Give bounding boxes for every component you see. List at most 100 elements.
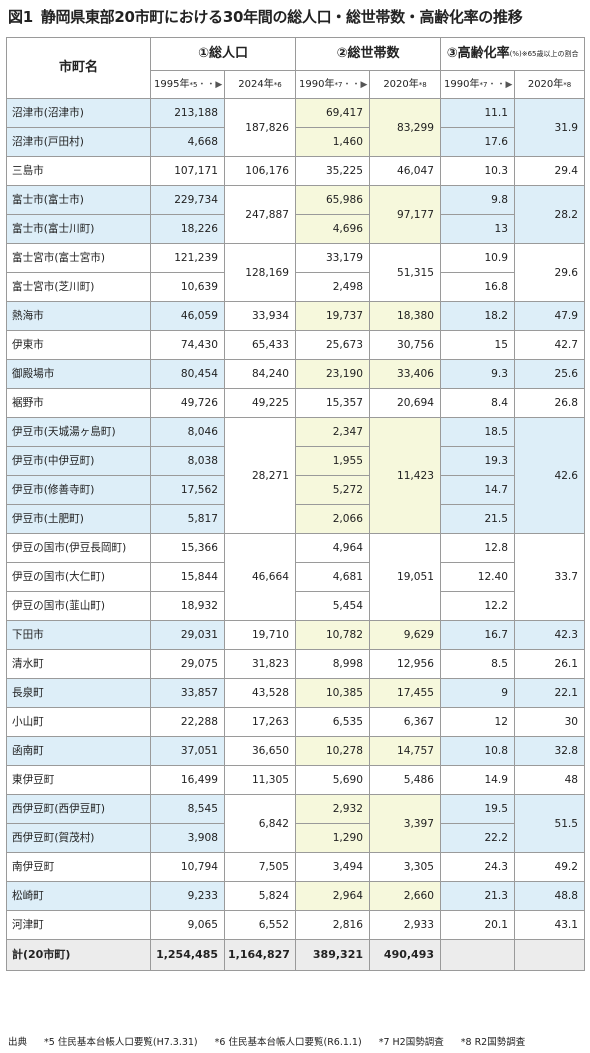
hh-1990-cell: 4,696 [295,214,371,244]
hh-2020-cell: 2,933 [369,910,442,940]
age-1990-cell: 12.40 [440,562,516,592]
subheader-pop-2024: 2024年*6 [223,70,297,99]
pop-2024-cell: 6,552 [223,910,297,940]
municipality-name: 沼津市(戸田村) [6,127,151,157]
hh-2020-cell: 12,956 [369,649,442,679]
table-row: 函南町 37,051 36,650 10,278 14,757 10.8 32.8 [6,736,586,766]
pop-1995-cell: 18,932 [150,591,225,621]
table-row: 御殿場市 80,454 84,240 23,190 33,406 9.3 25.6 [6,359,586,389]
pop-1995-cell: 16,499 [150,765,225,795]
table-body: 沼津市(沼津市) 213,188 187,826 69,417 83,299 11.1 31… [6,98,586,940]
hh-1990-cell: 5,272 [295,475,371,505]
municipality-name: 下田市 [6,620,151,650]
table-row: 富士市(富士市) 229,734 247,887 65,986 97,177 9.8 28.… [6,185,586,244]
table-row: 富士市(富士川町) 18,226 4,696 13 [6,214,585,244]
municipality-name: 富士市(富士市) [6,185,151,215]
municipality-name: 伊豆の国市(伊豆長岡町) [6,533,151,563]
header-aging-rate-label: ③高齢化率 [446,46,510,61]
total-age-2020 [514,939,586,971]
pop-2024-cell: 5,824 [223,881,297,911]
municipality-name: 函南町 [6,736,151,766]
hh-1990-cell: 33,179 [295,243,371,273]
age-1990-cell: 16.7 [440,620,516,650]
pop-2024-cell: 49,225 [223,388,297,418]
subheader-pop-1995: 1995年*5・・▶ [150,70,225,99]
age-2020-cell: 42.7 [514,330,586,360]
table-row: 小山町 22,288 17,263 6,535 6,367 12 30 [6,707,586,737]
municipality-name: 富士市(富士川町) [6,214,151,244]
pop-1995-cell: 213,188 [150,98,225,128]
age-1990-cell: 13 [440,214,516,244]
age-2020-cell: 32.8 [514,736,586,766]
table-row: 伊豆市(修善寺町) 17,562 5,272 14.7 [6,475,585,505]
hh-1990-cell: 5,454 [295,591,371,621]
age-2020-cell: 25.6 [514,359,586,389]
hh-1990-cell: 35,225 [295,156,371,186]
age-1990-cell: 19.5 [440,794,516,824]
table-row: 松崎町 9,233 5,824 2,964 2,660 21.3 48.8 [6,881,586,911]
age-2020-cell: 43.1 [514,910,586,940]
age-2020-cell: 28.2 [514,185,586,244]
municipality-name: 伊豆の国市(大仁町) [6,562,151,592]
hh-1990-cell: 2,816 [295,910,371,940]
table-row: 西伊豆町(賀茂村) 3,908 1,290 22.2 [6,823,585,853]
age-2020-cell: 26.1 [514,649,586,679]
age-1990-cell: 8.5 [440,649,516,679]
header-aging-rate-unit: (%) [509,50,522,58]
municipality-name: 伊豆市(天城湯ヶ島町) [6,417,151,447]
hh-1990-cell: 25,673 [295,330,371,360]
pop-1995-cell: 17,562 [150,475,225,505]
age-1990-cell: 19.3 [440,446,516,476]
age-1990-cell: 17.6 [440,127,516,157]
age-1990-cell: 16.8 [440,272,516,302]
subheader-year: 2020年 [527,78,564,90]
hh-1990-cell: 1,290 [295,823,371,853]
municipality-name: 富士宮市(芝川町) [6,272,151,302]
source-note: *5 住民基本台帳人口要覧(H7.3.31) [44,1037,198,1048]
pop-1995-cell: 10,794 [150,852,225,882]
source-note: *8 R2国勢調査 [460,1037,526,1048]
table-row: 沼津市(戸田村) 4,668 1,460 17.6 [6,127,585,157]
pop-1995-cell: 8,046 [150,417,225,447]
pop-2024-cell: 106,176 [223,156,297,186]
age-1990-cell: 10.3 [440,156,516,186]
municipality-name: 清水町 [6,649,151,679]
table-row: 伊豆の国市(韮山町) 18,932 5,454 12.2 [6,591,585,621]
hh-2020-cell: 20,694 [369,388,442,418]
age-1990-cell: 9 [440,678,516,708]
pop-1995-cell: 8,545 [150,794,225,824]
figure-title-text: 静岡県東部20市町における30年間の総人口・総世帯数・高齢化率の推移 [40,8,523,26]
municipality-name: 伊豆市(修善寺町) [6,475,151,505]
footnote-mark: *7 [334,80,343,89]
municipality-name: 富士宮市(富士宮市) [6,243,151,273]
hh-2020-cell: 33,406 [369,359,442,389]
municipality-name: 三島市 [6,156,151,186]
subheader-year: 2020年 [383,78,419,90]
pop-1995-cell: 5,817 [150,504,225,534]
subheader-year: 1990年 [444,78,480,90]
hh-2020-cell: 3,305 [369,852,442,882]
pop-1995-cell: 80,454 [150,359,225,389]
subheader-hh-1990: 1990年*7・・▶ [295,70,371,99]
pop-2024-cell: 17,263 [223,707,297,737]
municipality-name: 熱海市 [6,301,151,331]
figure-number: 図1 [8,8,33,26]
municipality-name: 伊豆市(中伊豆町) [6,446,151,476]
hh-1990-cell: 4,964 [295,533,371,563]
header-total-households: ②総世帯数 [295,37,442,71]
pop-1995-cell: 46,059 [150,301,225,331]
hh-2020-cell: 46,047 [369,156,442,186]
pop-2024-cell: 65,433 [223,330,297,360]
hh-1990-cell: 3,494 [295,852,371,882]
age-1990-cell: 18.2 [440,301,516,331]
source-footer: 出典 *5 住民基本台帳人口要覧(H7.3.31) *6 住民基本台帳人口要覧(… [8,1034,539,1048]
pop-2024-cell: 28,271 [223,417,297,534]
header-aging-rate-note: ※65歳以上の割合 [521,50,579,58]
pop-1995-cell: 49,726 [150,388,225,418]
hh-1990-cell: 19,737 [295,301,371,331]
subheader-age-2020: 2020年*8 [514,70,586,99]
age-2020-cell: 47.9 [514,301,586,331]
pop-2024-cell: 11,305 [223,765,297,795]
table-row: 河津町 9,065 6,552 2,816 2,933 20.1 43.1 [6,910,586,940]
table-row: 伊東市 74,430 65,433 25,673 30,756 15 42.7 [6,330,586,360]
